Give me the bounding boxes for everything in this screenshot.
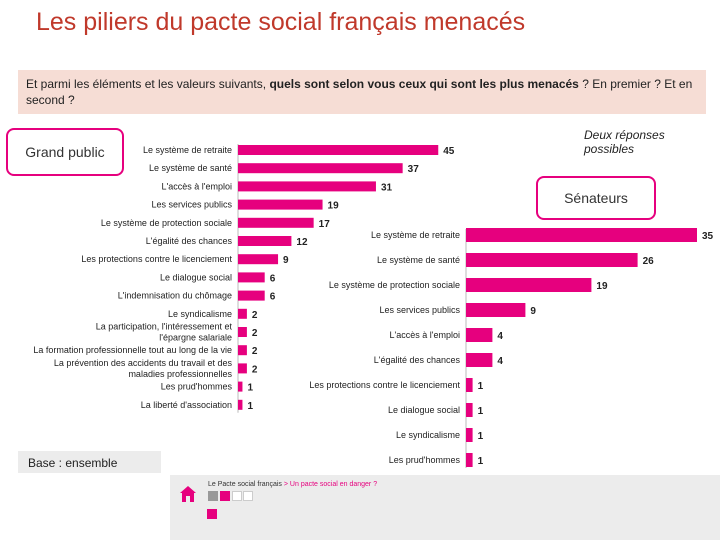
gp-value-label: 2 [252,328,258,339]
page-title: Les piliers du pacte social français men… [36,8,526,36]
sen-value-label: 1 [478,431,484,442]
gp-value-label: 1 [247,401,253,412]
gp-bar [238,381,243,392]
footer-breadcrumb: Le Pacte social français > Un pacte soci… [208,481,377,488]
nav-square-3[interactable] [232,491,242,501]
sen-category-label: L'accès à l'emploi [390,330,460,340]
gp-value-label: 45 [443,146,455,157]
gp-category-label: Le syndicalisme [168,309,232,319]
sen-category-label: L'égalité des chances [374,355,461,365]
gp-bar [238,181,376,192]
gp-category-label: Les protections contre le licenciement [81,254,232,264]
sen-category-label: Le système de santé [377,255,460,265]
sen-value-label: 9 [530,306,536,317]
gp-bar [238,272,265,283]
footer-link[interactable]: Un pacte social en danger ? [289,481,378,488]
home-icon[interactable] [179,485,197,503]
question-suffix: ? En premier ? Et en second ? [26,77,693,107]
gp-category-label: Le système de retraite [143,145,232,155]
gp-category-label: La prévention des accidents du travail e… [54,358,233,379]
gp-value-label: 2 [252,364,258,375]
sen-bar [466,303,526,317]
sen-category-label: Le dialogue social [388,405,460,415]
sen-value-label: 26 [643,256,655,267]
gp-category-label: Les prud'hommes [161,382,233,392]
gp-value-label: 17 [319,219,331,230]
gp-category-label: L'égalité des chances [146,236,233,246]
sen-bar [466,253,638,267]
gp-category-label: Le système de santé [149,163,232,173]
sen-value-label: 1 [478,381,484,392]
sen-bar [466,278,592,292]
nav-square-1[interactable] [208,491,218,501]
sen-bar [466,453,473,467]
gp-value-label: 6 [270,292,276,303]
question-text: Et parmi les éléments et les valeurs sui… [26,76,701,108]
gp-value-label: 1 [247,383,253,394]
sen-bar [466,353,493,367]
gp-category-label: La formation professionnelle tout au lon… [33,345,232,355]
sen-category-label: Les prud'hommes [389,455,461,465]
sen-bar [466,228,697,242]
sen-bar [466,328,493,342]
gp-category-label: La participation, l'intéressement et l'ép… [96,322,233,343]
question-box: Et parmi les éléments et les valeurs sui… [18,70,706,114]
footer-band [170,475,720,540]
question-prefix: Et parmi les éléments et les valeurs sui… [26,77,270,91]
sen-category-label: Le syndicalisme [396,430,460,440]
sen-category-label: Les protections contre le licenciement [309,380,460,390]
gp-bar [238,236,292,246]
gp-category-label: Le dialogue social [160,272,232,282]
gp-bar [238,163,403,174]
group-label-senateurs: Sénateurs [536,176,656,220]
gp-value-label: 37 [408,164,420,175]
gp-bar [238,254,279,265]
gp-bar [238,308,247,319]
gp-value-label: 19 [328,201,340,212]
gp-category-label: L'indemnisation du chômage [118,291,232,301]
gp-bar [238,399,243,410]
gp-value-label: 31 [381,182,393,193]
gp-value-label: 2 [252,346,258,357]
gp-bar [238,327,247,337]
gp-category-label: Le système de protection sociale [101,218,232,228]
sen-category-label: Le système de retraite [371,230,460,240]
gp-bar [238,363,247,374]
note-deux-reponses: Deux réponses possibles [584,128,665,156]
sen-value-label: 1 [478,456,484,467]
gp-value-label: 6 [270,273,276,284]
gp-bar [238,217,314,228]
sen-category-label: Les services publics [379,305,460,315]
sen-bar [466,428,473,442]
gp-category-label: Les services publics [151,200,232,210]
sen-bar [466,403,473,417]
footer-separator: > [281,481,290,488]
nav-square-4[interactable] [243,491,253,501]
gp-bar [238,290,265,301]
gp-value-label: 2 [252,310,258,321]
gp-bar [238,199,323,210]
sen-bar [466,378,473,392]
gp-value-label: 12 [296,237,308,248]
base-box: Base : ensemble [18,451,161,473]
gp-value-label: 9 [283,255,289,266]
sen-value-label: 35 [702,231,714,242]
sen-category-label: Le système de protection sociale [329,280,460,290]
sen-value-label: 19 [596,281,608,292]
nav-square-5[interactable] [207,509,217,519]
group-label-grand-public: Grand public [6,128,124,176]
sen-value-label: 4 [497,331,503,342]
nav-square-2[interactable] [220,491,230,501]
base-label: Base : ensemble [28,456,118,470]
gp-bar [238,145,439,155]
gp-category-label: La liberté d'association [141,400,232,410]
question-bold: quels sont selon vous ceux qui sont les … [269,77,579,91]
gp-category-label: L'accès à l'emploi [162,181,232,191]
footer-text[interactable]: Le Pacte social français [208,481,282,488]
gp-bar [238,345,247,356]
sen-value-label: 1 [478,406,484,417]
sen-value-label: 4 [497,356,503,367]
